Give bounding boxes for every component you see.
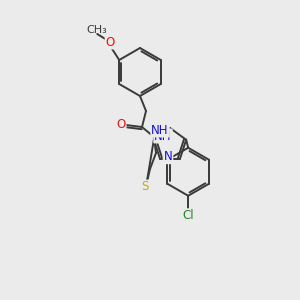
Text: O: O — [106, 35, 115, 49]
Text: NH: NH — [151, 124, 169, 136]
Text: S: S — [141, 181, 149, 194]
Text: NH: NH — [154, 130, 172, 142]
Text: Cl: Cl — [182, 209, 194, 222]
Text: N: N — [164, 150, 172, 163]
Text: O: O — [116, 118, 126, 130]
Text: CH₃: CH₃ — [87, 25, 108, 35]
